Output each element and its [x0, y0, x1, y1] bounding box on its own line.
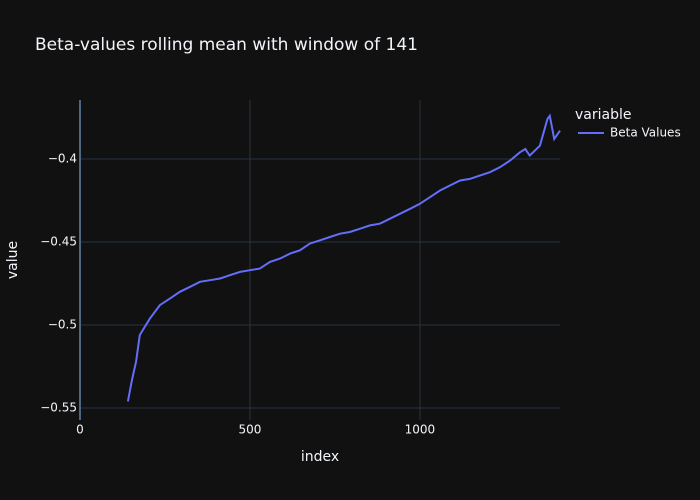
x-tick-label: 500	[239, 423, 262, 437]
y-tick-label: −0.45	[40, 234, 77, 248]
legend-title: variable	[575, 107, 631, 123]
y-tick-label: −0.4	[48, 151, 77, 165]
x-axis-title: index	[301, 449, 339, 465]
y-tick-label: −0.55	[40, 401, 77, 415]
y-axis-title: value	[5, 241, 21, 279]
legend-label: Beta Values	[610, 126, 681, 140]
chart-title: Beta-values rolling mean with window of …	[35, 35, 418, 55]
x-tick-label: 1000	[405, 423, 436, 437]
y-tick-label: −0.5	[48, 318, 77, 332]
data-line	[126, 113, 561, 402]
x-tick-label: 0	[76, 423, 84, 437]
